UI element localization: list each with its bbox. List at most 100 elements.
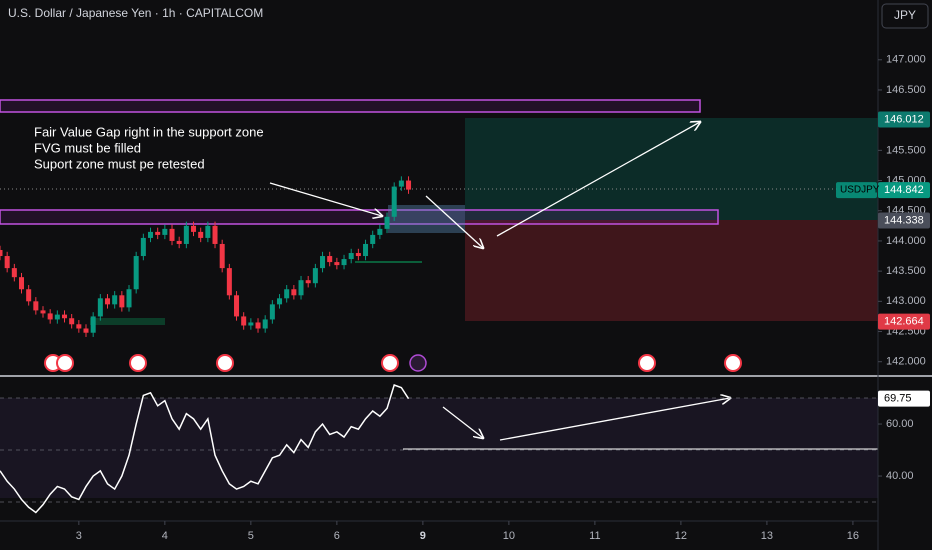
candle-body bbox=[334, 262, 340, 266]
currency-button[interactable] bbox=[881, 3, 929, 29]
candle-body bbox=[370, 234, 376, 244]
price-label: 69.75 bbox=[884, 393, 912, 405]
candle-body bbox=[391, 186, 397, 217]
event-icon[interactable] bbox=[129, 354, 147, 372]
candle-body bbox=[47, 313, 53, 320]
candle-body bbox=[18, 277, 25, 290]
x-tick-label: 6 bbox=[334, 530, 340, 542]
y-tick-label: 143.500 bbox=[886, 265, 926, 277]
candle-body bbox=[341, 259, 347, 266]
arrow bbox=[442, 406, 483, 438]
candle-body bbox=[119, 295, 125, 308]
long-target-zone bbox=[465, 118, 878, 220]
candle-body bbox=[11, 268, 17, 278]
price-label: 146.012 bbox=[884, 113, 924, 125]
candle-body bbox=[169, 228, 175, 241]
arrow bbox=[425, 195, 483, 248]
candle-body bbox=[105, 298, 111, 305]
event-icon[interactable] bbox=[216, 354, 234, 372]
candle-body bbox=[277, 298, 283, 305]
candle-body bbox=[90, 316, 96, 333]
volume-zone bbox=[90, 318, 165, 325]
y-tick-label: 60.00 bbox=[886, 418, 914, 430]
y-tick-label: 144.000 bbox=[886, 235, 926, 247]
y-tick-label: 143.000 bbox=[886, 295, 926, 307]
candle-body bbox=[140, 237, 146, 257]
candle-body bbox=[148, 231, 154, 238]
candle-body bbox=[69, 318, 75, 325]
x-tick-label: 16 bbox=[847, 530, 859, 542]
candle-body bbox=[298, 280, 304, 296]
x-tick-label: 13 bbox=[761, 530, 773, 542]
annotation: Fair Value Gap right in the support zone bbox=[34, 124, 264, 139]
y-tick-label: 142.000 bbox=[886, 356, 926, 368]
y-tick-label: 146.500 bbox=[886, 84, 926, 96]
candle-body bbox=[183, 225, 189, 244]
candle-body bbox=[305, 280, 311, 284]
event-icon[interactable] bbox=[638, 354, 656, 372]
y-tick-label: 40.00 bbox=[886, 470, 914, 482]
candle-body bbox=[348, 253, 354, 260]
candle-body bbox=[255, 322, 261, 329]
annotation: Suport zone must pe retested bbox=[34, 156, 205, 171]
symbol-tag-box bbox=[836, 182, 877, 199]
candle-body bbox=[234, 295, 240, 317]
candle-body bbox=[363, 243, 369, 257]
currency-label[interactable]: JPY bbox=[894, 8, 916, 22]
candle-body bbox=[320, 256, 326, 269]
candle-body bbox=[155, 231, 161, 235]
candle-body bbox=[76, 324, 82, 329]
candle-body bbox=[112, 295, 118, 305]
candle-body bbox=[262, 319, 268, 329]
candle-body bbox=[291, 289, 297, 296]
price-label-box bbox=[878, 390, 930, 407]
candle-body bbox=[269, 304, 275, 320]
support-zone bbox=[0, 209, 719, 225]
x-tick-label: 10 bbox=[503, 530, 515, 542]
candle-body bbox=[398, 180, 404, 187]
candle-body bbox=[327, 256, 333, 263]
candle-body bbox=[126, 289, 132, 308]
y-tick-label: 145.500 bbox=[886, 144, 926, 156]
y-tick-label: 147.000 bbox=[886, 54, 926, 66]
candle-body bbox=[198, 231, 204, 238]
candle-body bbox=[40, 310, 46, 314]
event-icon[interactable] bbox=[409, 354, 427, 372]
price-label: 144.338 bbox=[884, 214, 924, 226]
candle-body bbox=[377, 228, 383, 235]
x-tick-label: 11 bbox=[589, 530, 600, 542]
candle-body bbox=[284, 289, 290, 299]
candle-body bbox=[54, 314, 60, 320]
x-tick-label: 5 bbox=[248, 530, 254, 542]
candle-body bbox=[176, 240, 182, 244]
candle-body bbox=[226, 268, 232, 296]
symbol-tag: USDJPY bbox=[840, 185, 880, 196]
price-label-box bbox=[878, 212, 930, 229]
candle-body bbox=[406, 180, 412, 190]
candle-body bbox=[33, 301, 39, 311]
candle-body bbox=[212, 225, 218, 244]
x-tick-label: 12 bbox=[675, 530, 687, 542]
candle-body bbox=[355, 253, 361, 257]
rsi-line bbox=[0, 384, 410, 514]
arrow bbox=[499, 398, 730, 441]
candle-body bbox=[83, 328, 89, 333]
event-icons[interactable] bbox=[44, 354, 742, 372]
event-icon[interactable] bbox=[56, 354, 74, 372]
candle-body bbox=[248, 322, 254, 326]
event-icon[interactable] bbox=[724, 354, 742, 372]
candle-body bbox=[205, 225, 211, 238]
fvg-box bbox=[388, 205, 465, 233]
resistance-zone bbox=[0, 99, 701, 113]
candle-body bbox=[61, 314, 68, 319]
price-label: 144.842 bbox=[884, 184, 924, 196]
annotation: FVG must be filled bbox=[34, 140, 141, 155]
x-tick-label: 3 bbox=[76, 530, 82, 542]
candle-body bbox=[4, 256, 10, 269]
x-tick-label: 9 bbox=[420, 530, 426, 542]
candle-body bbox=[97, 298, 103, 317]
arrow bbox=[496, 122, 700, 237]
candle-body bbox=[133, 256, 139, 290]
event-icon[interactable] bbox=[381, 354, 399, 372]
